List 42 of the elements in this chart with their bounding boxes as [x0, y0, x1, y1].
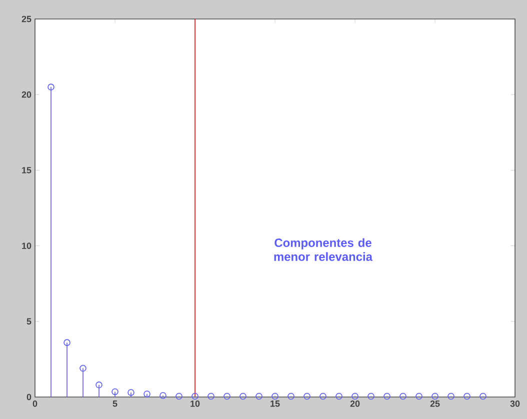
- point: [96, 382, 102, 388]
- point: [240, 392, 246, 400]
- point: [288, 392, 294, 400]
- point: [384, 392, 390, 400]
- y-tick-label: 0: [26, 394, 32, 400]
- y-tick-label: 5: [26, 318, 32, 325]
- point: [224, 392, 230, 400]
- x-tick-label: 20: [350, 400, 360, 407]
- point: [208, 392, 214, 400]
- point: [64, 339, 70, 346]
- y-tick-label: 15: [22, 167, 32, 174]
- point: [272, 392, 278, 400]
- point: [352, 392, 358, 400]
- x-tick-label: 0: [32, 400, 38, 407]
- point: [160, 392, 166, 399]
- point: [480, 392, 486, 400]
- point: [464, 392, 470, 400]
- y-tick-label: 20: [22, 91, 32, 98]
- point: [48, 84, 54, 90]
- annotation: Componentes de menor relevancia: [274, 238, 373, 261]
- point: [432, 392, 438, 400]
- x-tick-label: 10: [190, 400, 200, 407]
- x-tick-label: 15: [270, 400, 280, 407]
- point: [128, 389, 134, 396]
- x-tick-label: 5: [112, 400, 118, 407]
- point: [320, 392, 326, 400]
- x-tick-label: 25: [430, 400, 440, 407]
- point: [112, 388, 118, 396]
- point: [448, 392, 454, 400]
- point: [400, 392, 406, 400]
- point: [336, 392, 342, 400]
- point: [256, 392, 262, 400]
- point: [144, 390, 150, 398]
- point: [80, 364, 86, 372]
- point: [304, 392, 310, 400]
- y-tick-label: 25: [22, 16, 32, 22]
- point: [368, 392, 374, 400]
- point: [416, 392, 422, 400]
- y-tick-label: 10: [22, 242, 32, 249]
- x-tick-label: 30: [510, 400, 520, 407]
- point: [176, 392, 182, 400]
- point: [192, 392, 198, 400]
